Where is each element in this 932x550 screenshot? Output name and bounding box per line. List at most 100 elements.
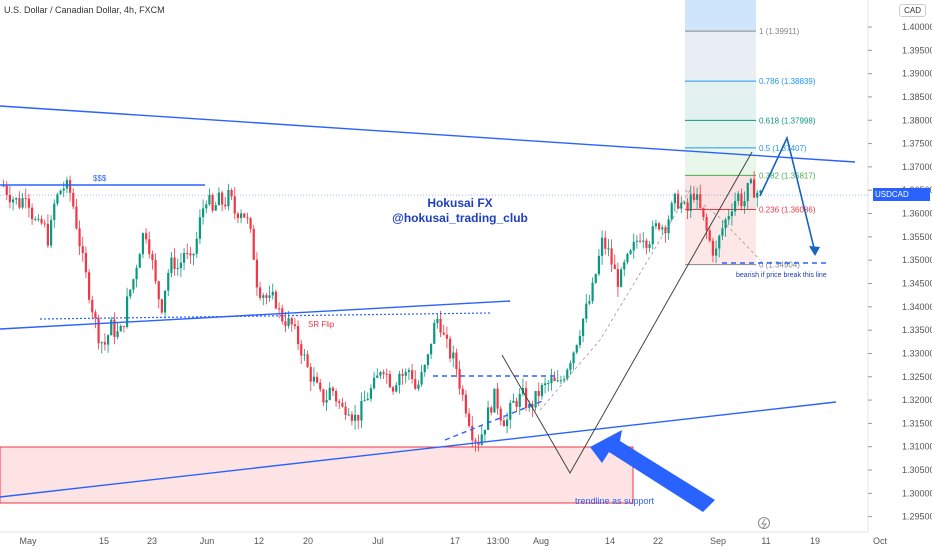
candle-body bbox=[49, 219, 53, 246]
candle-body bbox=[366, 398, 369, 401]
candle-body bbox=[689, 193, 692, 211]
candle-body bbox=[281, 308, 284, 322]
candle-body bbox=[486, 407, 490, 430]
candle-body bbox=[756, 192, 759, 198]
candle-body bbox=[512, 400, 515, 403]
y-tick-label: 1.37500 bbox=[902, 139, 932, 149]
support-arrow bbox=[590, 430, 715, 512]
candle-body bbox=[670, 203, 673, 220]
candle-body bbox=[214, 205, 217, 211]
candle-body bbox=[46, 223, 50, 246]
candle-body bbox=[119, 325, 122, 332]
candle-body bbox=[429, 343, 433, 355]
x-tick-label: 12 bbox=[254, 536, 264, 546]
candle-body bbox=[325, 399, 328, 403]
candle-body bbox=[610, 248, 613, 265]
candle-body bbox=[249, 218, 252, 229]
candle-body bbox=[651, 226, 654, 245]
candle-body bbox=[534, 390, 537, 408]
x-tick-label: 15 bbox=[99, 536, 109, 546]
candle-body bbox=[426, 354, 430, 366]
sr-flip-trendline bbox=[0, 300, 511, 330]
x-tick-label: 22 bbox=[653, 536, 663, 546]
candle-body bbox=[34, 219, 37, 221]
last-price-value: 1.36396 bbox=[875, 203, 904, 212]
y-tick-label: 1.36000 bbox=[902, 209, 932, 219]
candle-body bbox=[230, 190, 233, 197]
candle-body bbox=[724, 219, 727, 229]
candle-body bbox=[448, 338, 452, 359]
candle-body bbox=[312, 376, 316, 382]
candle-body bbox=[303, 354, 306, 356]
candle-body bbox=[122, 325, 126, 327]
candle-body bbox=[157, 281, 160, 300]
candle-body bbox=[588, 301, 591, 304]
candle-body bbox=[619, 269, 623, 287]
candle-body bbox=[695, 194, 699, 200]
candle-body bbox=[236, 213, 240, 219]
candle-body bbox=[27, 198, 31, 208]
candle-body bbox=[205, 204, 208, 209]
fib-level-label: 0.618 (1.37998) bbox=[759, 116, 816, 125]
candle-body bbox=[632, 241, 635, 251]
candle-body bbox=[642, 240, 645, 242]
candle-body bbox=[268, 295, 271, 298]
candle-body bbox=[458, 369, 461, 389]
candle-body bbox=[53, 203, 56, 220]
y-tick-label: 1.32500 bbox=[902, 372, 932, 382]
candle-body bbox=[648, 244, 651, 248]
candle-body bbox=[91, 299, 94, 313]
candle-body bbox=[125, 296, 129, 327]
currency-button[interactable]: CAD bbox=[899, 4, 926, 17]
projection-path-grey bbox=[501, 151, 753, 475]
candle-body bbox=[600, 237, 604, 256]
candle-body bbox=[638, 240, 642, 242]
x-tick-label: Aug bbox=[533, 536, 549, 546]
candle-body bbox=[170, 257, 173, 273]
y-tick-label: 1.39000 bbox=[902, 69, 932, 79]
candle-body bbox=[654, 223, 658, 227]
candle-body bbox=[198, 217, 202, 239]
candle-body bbox=[163, 290, 167, 313]
candle-body bbox=[623, 262, 626, 270]
fib-diagonal-dotted bbox=[684, 189, 761, 261]
candle-body bbox=[201, 208, 205, 218]
candle-body bbox=[138, 254, 141, 268]
candle-body bbox=[106, 335, 110, 345]
candle-body bbox=[673, 193, 677, 204]
upper-trendline bbox=[0, 105, 856, 163]
candle-body bbox=[385, 373, 388, 375]
candle-body bbox=[284, 321, 287, 326]
candle-body bbox=[730, 211, 734, 217]
candle-body bbox=[702, 207, 705, 217]
candle-body bbox=[410, 370, 414, 380]
fib-level-label: 0.236 (1.36086) bbox=[759, 206, 816, 215]
candle-body bbox=[97, 318, 100, 344]
x-tick-label: 14 bbox=[605, 536, 615, 546]
candle-body bbox=[515, 400, 518, 407]
candle-body bbox=[581, 318, 585, 336]
x-tick-label: Oct bbox=[873, 536, 888, 546]
candle-body bbox=[5, 185, 8, 195]
candle-body bbox=[353, 414, 357, 421]
candle-body bbox=[315, 376, 319, 383]
candle-body bbox=[461, 388, 464, 395]
candle-body bbox=[265, 295, 268, 298]
fib-zone-band bbox=[685, 209, 756, 265]
y-tick-label: 1.35000 bbox=[902, 255, 932, 265]
candle-body bbox=[262, 295, 265, 298]
y-tick-label: 1.35500 bbox=[902, 232, 932, 242]
candle-body bbox=[151, 253, 154, 261]
y-tick-label: 1.34500 bbox=[902, 278, 932, 288]
candle-body bbox=[572, 352, 575, 364]
candle-body bbox=[376, 375, 379, 378]
candle-body bbox=[338, 401, 341, 403]
candle-body bbox=[398, 373, 401, 386]
candle-body bbox=[217, 192, 221, 206]
fib-level-label: 1 (1.39911) bbox=[759, 27, 800, 36]
candle-body bbox=[129, 289, 132, 297]
candle-body bbox=[167, 272, 170, 291]
price-axis-panel bbox=[868, 0, 932, 550]
